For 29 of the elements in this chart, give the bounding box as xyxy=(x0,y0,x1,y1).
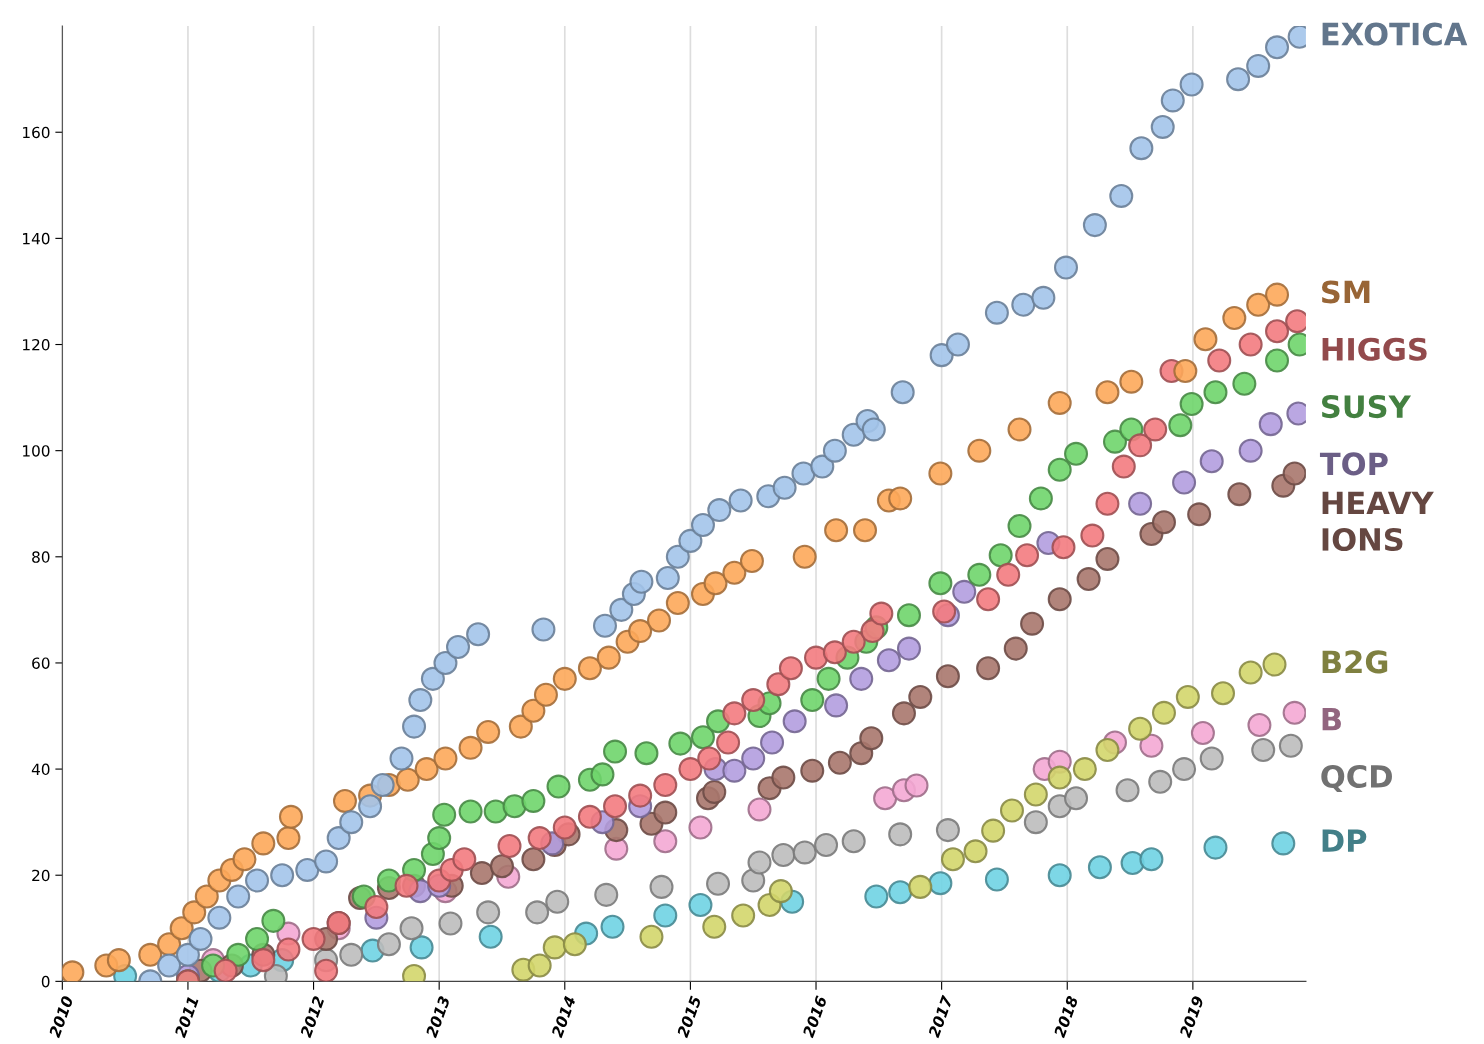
series-label: SUSY xyxy=(1322,395,1412,419)
y-tick-label: 160 xyxy=(23,126,50,139)
y-tick-label: 60 xyxy=(32,657,50,669)
series-label: B xyxy=(1322,708,1341,731)
x-tick-label: 2014 xyxy=(550,995,576,1039)
y-tick-label: 140 xyxy=(23,232,50,245)
x-tick-label: 2019 xyxy=(1178,995,1205,1039)
series-label: QCD xyxy=(1321,764,1392,793)
x-tick-label: 2013 xyxy=(425,995,451,1039)
series-label: EXOTICA xyxy=(1322,22,1468,46)
series-label: B2G xyxy=(1322,650,1388,674)
y-tick-label: 100 xyxy=(23,445,50,457)
y-tick-label: 80 xyxy=(32,551,50,563)
series-label: TOP xyxy=(1319,452,1388,476)
x-tick-label: 2010 xyxy=(48,995,74,1039)
series-label: HIGGS xyxy=(1322,337,1427,361)
y-tick-label: 120 xyxy=(23,338,50,351)
x-tick-label: 2017 xyxy=(927,994,954,1039)
x-tick-label: 2011 xyxy=(174,996,199,1039)
x-tick-label: 2015 xyxy=(676,995,702,1039)
y-tick-label: 20 xyxy=(32,869,50,882)
series-label: DP xyxy=(1322,829,1367,852)
series-label: HEAVY IONS xyxy=(1322,491,1434,552)
x-tick-label: 2016 xyxy=(802,995,828,1039)
series-label: SM xyxy=(1322,280,1370,304)
y-tick-label: 40 xyxy=(31,763,50,776)
y-tick-label: 0 xyxy=(41,975,50,988)
x-tick-label: 2018 xyxy=(1053,995,1079,1039)
x-tick-label: 2012 xyxy=(299,995,325,1039)
